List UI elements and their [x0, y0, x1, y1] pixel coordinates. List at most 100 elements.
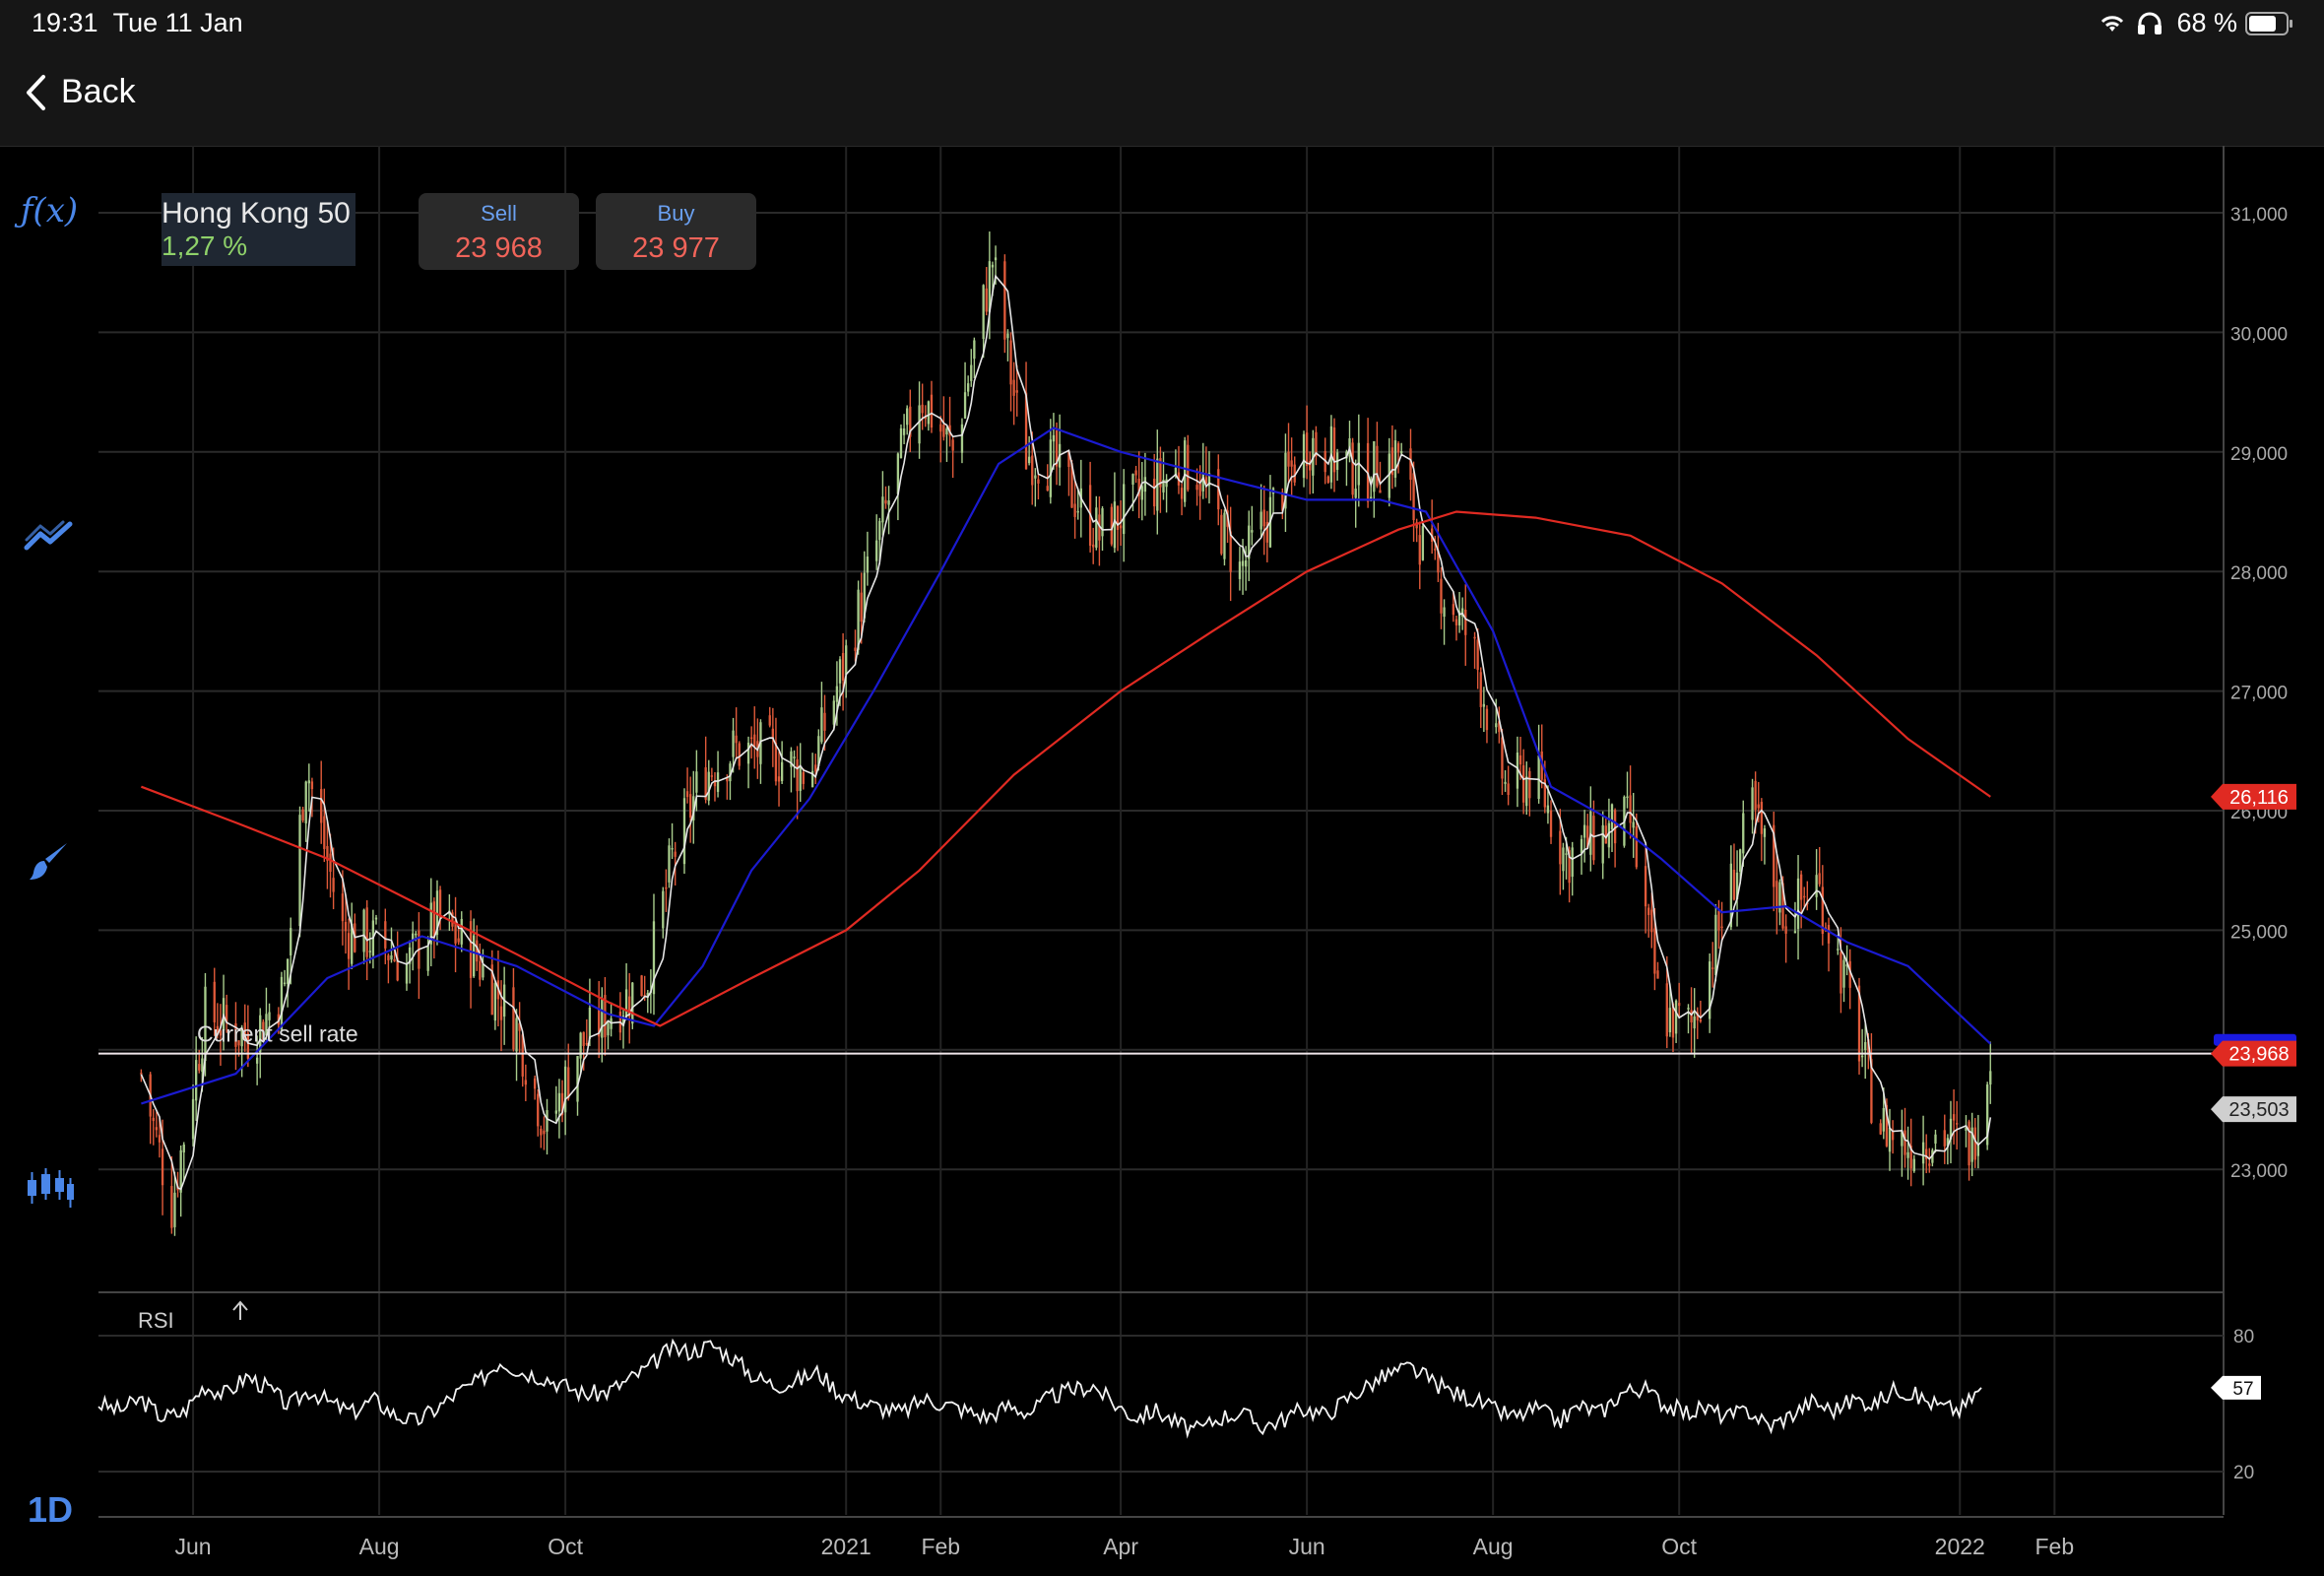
candle-body	[1443, 607, 1446, 618]
candle-body	[368, 951, 371, 952]
price-tag-sell: 23,968	[2228, 1044, 2289, 1066]
candle-body	[710, 775, 714, 777]
candle-body	[1735, 872, 1739, 900]
candle-body	[537, 1093, 540, 1127]
x-tick-label: Feb	[2035, 1534, 2075, 1559]
candle-body	[1110, 506, 1113, 545]
x-tick-label: Apr	[1103, 1534, 1138, 1559]
candle-body	[1528, 770, 1531, 799]
candle-body	[1784, 926, 1787, 934]
x-tick-label: Feb	[921, 1534, 960, 1559]
candle-body	[1965, 1127, 1968, 1131]
candle-body	[1165, 479, 1168, 488]
candle-body	[887, 500, 890, 505]
candle-body	[1220, 514, 1223, 555]
candle-body	[265, 1014, 268, 1036]
sell-button[interactable]: Sell 23 968	[419, 193, 579, 270]
candle-body	[152, 1117, 155, 1122]
chevron-left-icon	[27, 74, 45, 110]
trend-icon[interactable]	[20, 506, 79, 565]
candle-body	[1482, 703, 1486, 707]
candle-body	[1412, 473, 1415, 521]
candle-body	[1159, 458, 1162, 488]
candle-body	[621, 1016, 625, 1026]
brush-icon[interactable]	[20, 831, 79, 890]
candle-body	[374, 917, 378, 920]
status-bar: 19:31 Tue 11 Jan 68 %	[0, 0, 2324, 47]
candle-body	[838, 659, 842, 684]
x-tick-label: Aug	[1473, 1534, 1514, 1559]
candle-body	[1837, 949, 1840, 951]
candle-body	[1879, 1123, 1882, 1135]
candle-body	[1504, 781, 1507, 784]
candle-body	[432, 901, 436, 937]
rsi-tick-label: 80	[2233, 1327, 2254, 1347]
candle-body	[225, 1005, 228, 1022]
candle-body	[1671, 1003, 1675, 1038]
candle-body	[1326, 476, 1329, 483]
rsi-line	[97, 1338, 1982, 1439]
buy-label: Buy	[657, 201, 695, 226]
ma-short-line	[140, 274, 1992, 1191]
candle-body	[1635, 825, 1638, 868]
candle-body	[1305, 432, 1309, 466]
candle-body	[1309, 461, 1312, 471]
candle-body	[1592, 816, 1595, 861]
candle-body	[1549, 810, 1553, 837]
function-icon[interactable]: ƒ(x)	[20, 191, 79, 230]
price-chart[interactable]: 31,00030,00029,00028,00027,00026,00025,0…	[0, 146, 2324, 1576]
candle-body	[1613, 810, 1617, 844]
candle-body	[1985, 1084, 1989, 1146]
candle-body	[1521, 765, 1525, 803]
candle-body	[1586, 825, 1589, 848]
candle-body	[1925, 1149, 1928, 1159]
back-button[interactable]: Back	[24, 73, 136, 111]
candle-body	[793, 756, 796, 758]
candle-body	[243, 1022, 246, 1038]
candle-body	[1778, 882, 1781, 913]
candle-body	[1818, 873, 1821, 885]
candle-body	[1629, 795, 1632, 823]
candle-body	[802, 771, 805, 784]
candle-body	[1674, 1000, 1678, 1034]
candle-body	[713, 780, 717, 787]
candle-body	[543, 1130, 546, 1135]
candle-body	[1604, 825, 1607, 844]
candle-body	[1464, 609, 1467, 635]
candle-body	[1409, 448, 1412, 481]
rsi-tag-bg	[2211, 1375, 2261, 1400]
candle-body	[1119, 525, 1123, 529]
candle-body	[1012, 379, 1015, 396]
candle-body	[1476, 639, 1479, 671]
candle-body	[1376, 445, 1379, 487]
candle-body	[1720, 926, 1723, 929]
candle-body	[1732, 869, 1736, 900]
candle-body	[1970, 1127, 1973, 1162]
timeframe-button[interactable]: 1D	[28, 1489, 74, 1530]
candle-body	[1174, 467, 1178, 477]
candle-body	[524, 1080, 527, 1085]
candle-body	[1904, 1130, 1906, 1155]
candle-body	[604, 995, 607, 1038]
candle-body	[902, 428, 906, 435]
candle-body	[1650, 909, 1653, 933]
candle-body	[640, 975, 643, 997]
candle-body	[796, 758, 799, 792]
candle-body	[1092, 544, 1095, 548]
candle-body	[1207, 473, 1211, 487]
candle-body	[601, 999, 604, 1038]
candle-body	[1116, 505, 1120, 530]
candle-body	[1864, 1042, 1867, 1051]
candle-body	[1262, 509, 1265, 527]
candle-body	[1857, 985, 1861, 1062]
candle-body	[729, 763, 732, 782]
buy-button[interactable]: Buy 23 977	[596, 193, 756, 270]
candle-body	[790, 751, 793, 767]
rsi-last-label: 57	[2232, 1379, 2253, 1400]
candle-body	[988, 261, 992, 312]
candle-body	[1540, 751, 1543, 780]
candle-body	[1400, 451, 1403, 454]
candle-body	[1473, 636, 1476, 639]
candle-body	[140, 1073, 143, 1075]
candles-icon[interactable]	[20, 1158, 79, 1217]
